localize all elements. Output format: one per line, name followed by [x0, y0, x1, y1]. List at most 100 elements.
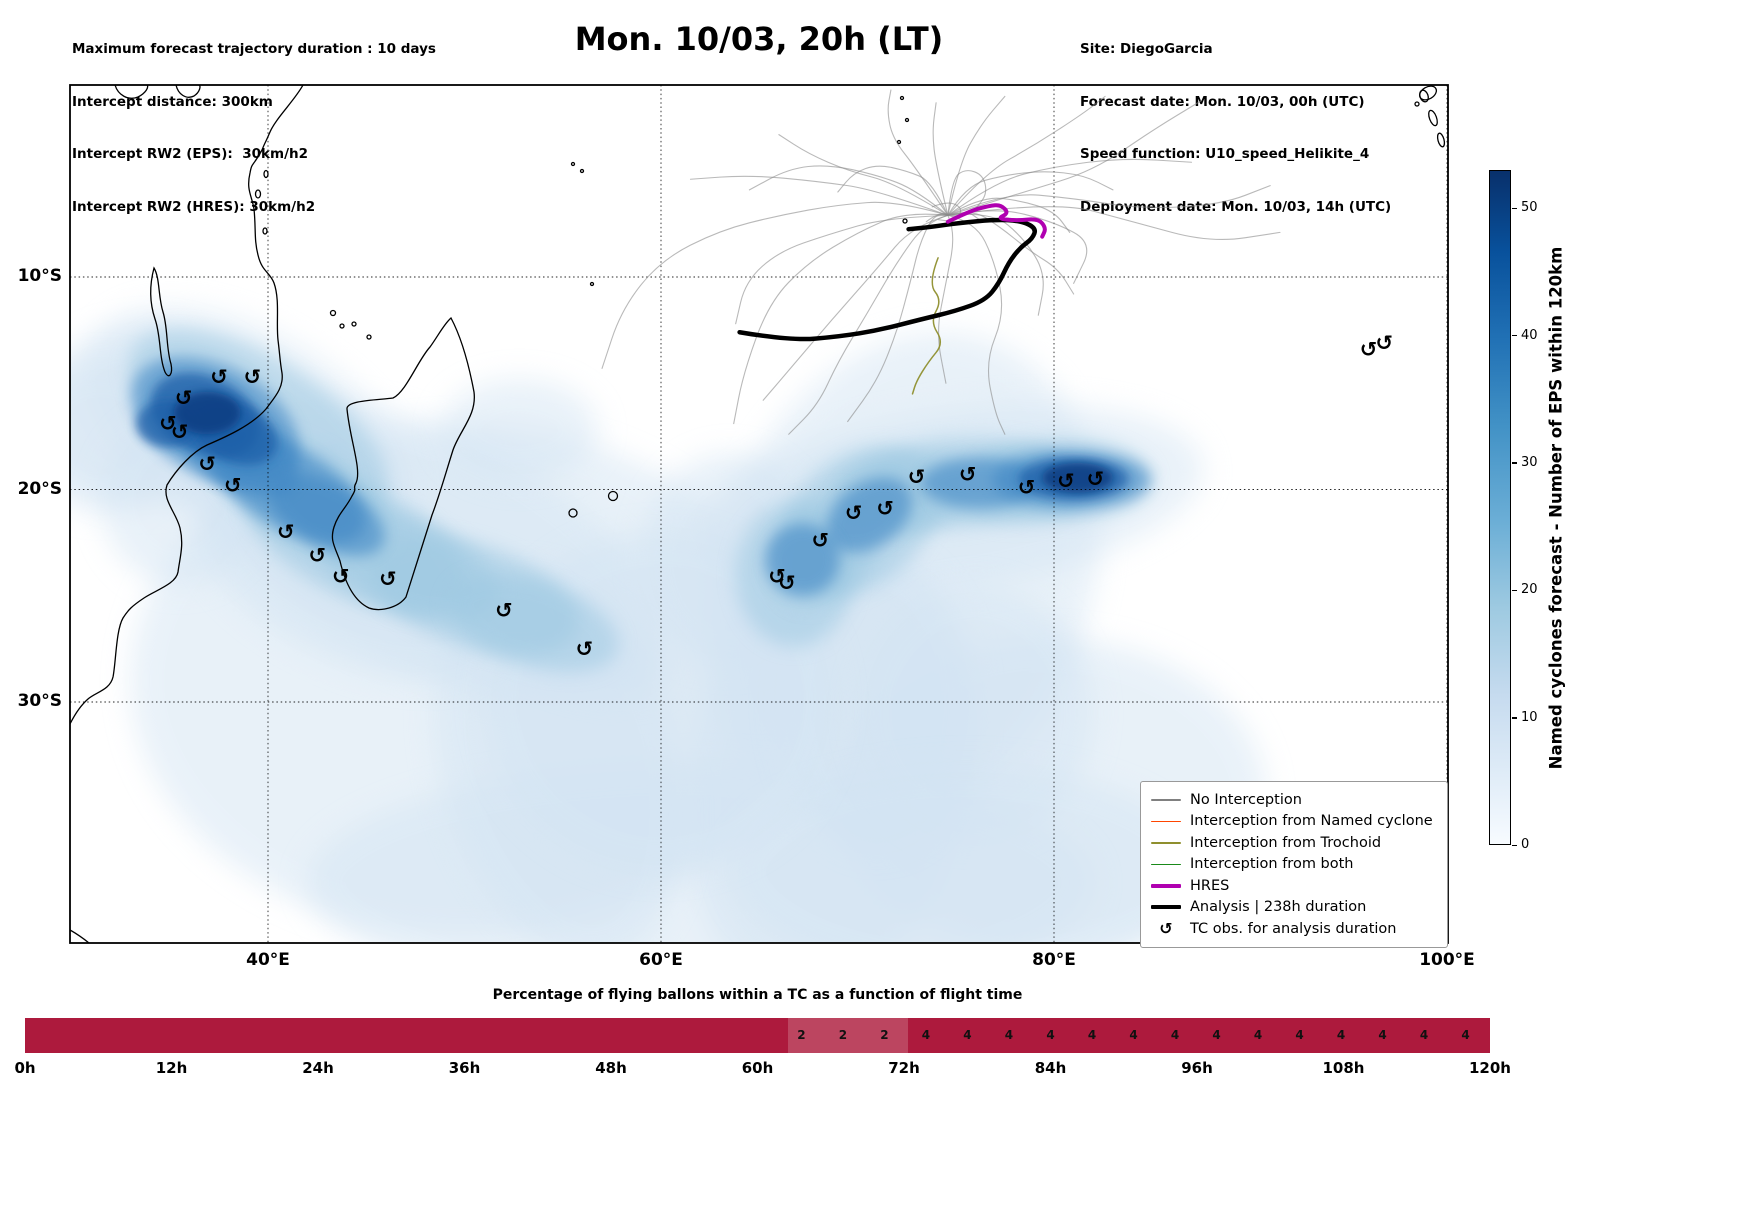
- trajectory-no-interception: [601, 201, 949, 369]
- trajectory-no-interception: [778, 134, 949, 216]
- density-blob: [200, 490, 493, 680]
- density-blob: [1042, 462, 1113, 493]
- density-blob: [857, 585, 1094, 841]
- island: [902, 218, 908, 224]
- flight-bar-value: 4: [1461, 1028, 1470, 1042]
- density-blob: [151, 372, 260, 458]
- flight-bar-value: 4: [1212, 1028, 1221, 1042]
- tc-obs-symbol: ↺: [959, 463, 977, 487]
- flight-bar-value: 4: [1129, 1028, 1138, 1042]
- run-parameters: Maximum forecast trajectory duration : 1…: [72, 6, 436, 234]
- density-blob: [214, 431, 392, 561]
- coastline: [70, 929, 90, 943]
- tc-obs-symbol: ↺: [210, 365, 228, 389]
- legend-line-icon: [1150, 905, 1182, 910]
- island: [896, 139, 902, 145]
- trajectory-no-interception: [837, 165, 949, 216]
- colorbar-tick-label: 50: [1521, 200, 1538, 216]
- density-blob: [188, 397, 662, 701]
- tc-obs-symbol: ↺: [198, 452, 216, 476]
- flight-axis-label: 96h: [1181, 1059, 1213, 1077]
- colorbar-tick: [1512, 717, 1517, 719]
- flight-bar-value: 4: [1046, 1028, 1055, 1042]
- trajectory-no-interception: [733, 213, 949, 425]
- coastline: [150, 266, 173, 377]
- trajectory-no-interception: [689, 175, 949, 216]
- island: [568, 508, 578, 518]
- legend-line-icon: [1150, 883, 1182, 888]
- legend-line-icon: [1150, 820, 1182, 822]
- tc-obs-symbol: ↺: [845, 501, 863, 525]
- x-tick-label: 40°E: [246, 950, 290, 970]
- legend-label: TC obs. for analysis duration: [1190, 920, 1397, 937]
- density-blob: [778, 446, 937, 597]
- colorbar-tick-label: 10: [1521, 709, 1538, 725]
- flight-bar-highlight: [788, 1018, 908, 1053]
- island: [329, 309, 337, 317]
- density-blob: [247, 471, 466, 614]
- map-y-axis: 10°S 20°S 30°S: [0, 0, 62, 1000]
- tc-obs-symbol: ↺: [1057, 469, 1075, 493]
- info-speed-function: Speed function: U10_speed_Helikite_4: [1080, 146, 1370, 162]
- colorbar-tick-label: 30: [1521, 454, 1538, 470]
- flight-bar-value: 4: [1295, 1028, 1304, 1042]
- colorbar-label: Named cyclones forecast - Number of EPS …: [1546, 246, 1566, 770]
- density-blob: [191, 399, 278, 466]
- colorbar-tick: [1512, 589, 1517, 592]
- trajectory-no-interception: [925, 212, 980, 223]
- density-blob: [484, 532, 838, 872]
- density-blob: [210, 431, 366, 543]
- flight-bar-value: 4: [1170, 1028, 1180, 1042]
- x-tick-label: 60°E: [639, 950, 683, 970]
- flight-bar-value: 4: [963, 1028, 972, 1042]
- map-x-axis: 40°E 60°E 80°E 100°E: [0, 950, 1752, 976]
- colorbar-ticks: 0 10 20 30 40 50: [1512, 170, 1556, 852]
- density-blob: [641, 453, 819, 666]
- legend-label: Interception from both: [1190, 856, 1354, 873]
- flight-bar-value: 4: [1378, 1028, 1387, 1042]
- tc-obs-symbol: ↺: [495, 599, 513, 623]
- island: [899, 95, 905, 101]
- y-tick-label: 10°S: [17, 266, 62, 286]
- tc-obs-symbol: ↺: [1360, 337, 1378, 361]
- flight-axis-label: 48h: [595, 1059, 627, 1077]
- flight-bar-value: 4: [1087, 1028, 1097, 1042]
- tc-obs-symbol: ↺: [277, 520, 295, 544]
- density-blob: [370, 536, 579, 655]
- density-blob: [975, 438, 1153, 520]
- flight-bar-value: 2: [880, 1028, 889, 1042]
- trajectory-no-interception: [847, 213, 949, 423]
- trajectory-no-interception: [947, 170, 987, 216]
- trajectory-no-interception: [947, 95, 1006, 216]
- flight-bar-value: 2: [838, 1028, 848, 1042]
- legend-label: Interception from Trochoid: [1190, 834, 1382, 851]
- island: [366, 334, 372, 340]
- tc-obs-symbol: ↺: [1375, 331, 1393, 355]
- density-blob: [696, 404, 1204, 596]
- flight-axis-label: 60h: [741, 1059, 774, 1077]
- legend-label: Analysis | 238h duration: [1190, 899, 1367, 916]
- colorbar: [1489, 170, 1511, 845]
- param-intercept-rw2-eps: Intercept RW2 (EPS): 30km/h2: [72, 146, 308, 162]
- colorbar-tick-label: 0: [1521, 837, 1530, 852]
- legend-item: ↺ TC obs. for analysis duration: [1150, 918, 1438, 940]
- colorbar-tick-label: 40: [1521, 327, 1538, 343]
- legend-label: Interception from Named cyclone: [1190, 813, 1433, 830]
- density-blob: [835, 454, 974, 538]
- density-blob: [100, 415, 259, 586]
- trajectory-no-interception: [887, 89, 949, 216]
- density-blob: [128, 328, 389, 523]
- site-info: Site: DiegoGarcia Forecast date: Mon. 10…: [1080, 6, 1391, 234]
- page-title: Mon. 10/03, 20h (LT): [574, 20, 944, 58]
- flight-bar-axis: 0h 12h 24h 36h 48h 60h 72h 84h 96h 108h 120h: [14, 1059, 1511, 1081]
- density-blob: [826, 477, 913, 553]
- legend-item: Interception from both: [1150, 854, 1438, 876]
- colorbar-tick: [1512, 207, 1517, 210]
- flight-axis-label: 0h: [14, 1059, 36, 1077]
- island: [339, 323, 345, 329]
- flight-axis-label: 120h: [1469, 1059, 1511, 1077]
- flight-axis-label: 36h: [448, 1059, 481, 1077]
- island: [1418, 85, 1438, 101]
- island: [589, 281, 595, 287]
- tc-obs-symbol: ↺: [332, 565, 350, 589]
